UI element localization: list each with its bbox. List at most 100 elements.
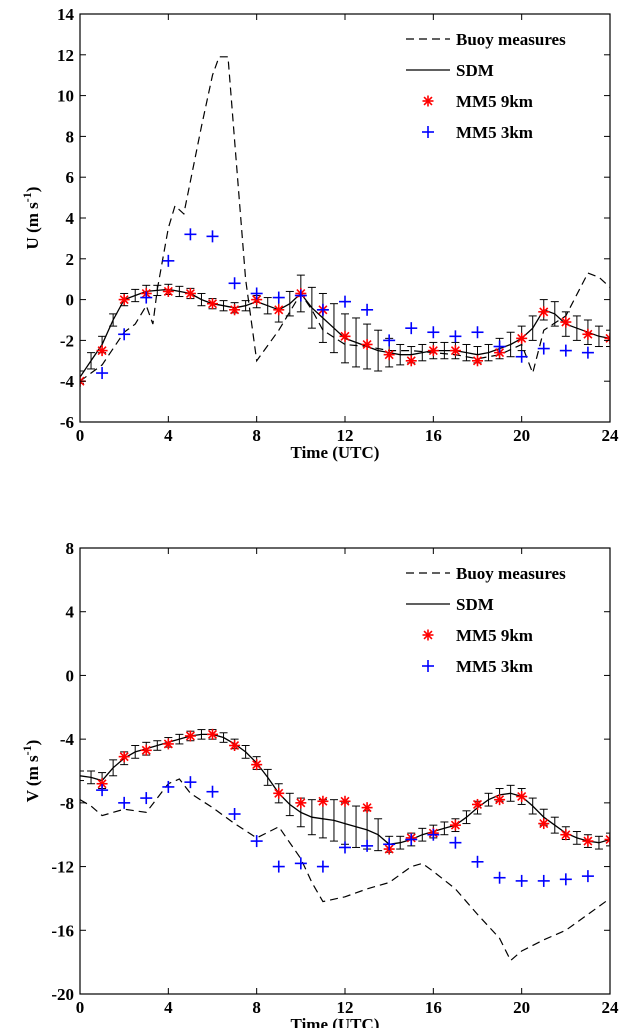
- star-marker: [229, 304, 241, 316]
- plus-marker: [140, 291, 153, 304]
- plus-marker: [316, 303, 329, 316]
- plus-marker: [559, 344, 572, 357]
- star-marker: [472, 355, 483, 367]
- y-tick-label: 2: [66, 250, 75, 269]
- legend-label: Buoy measures: [456, 564, 566, 583]
- error-bar: [396, 343, 405, 366]
- star-marker: [560, 316, 572, 328]
- error-bar: [606, 832, 610, 847]
- error-bar: [506, 784, 515, 802]
- plus-marker: [427, 828, 440, 841]
- y-tick-label: 10: [57, 87, 74, 106]
- star-marker: [383, 349, 395, 361]
- x-tick-label: 0: [76, 426, 85, 445]
- legend-label: MM5 3km: [456, 657, 533, 676]
- plus-marker: [581, 346, 594, 359]
- star-marker: [184, 287, 196, 299]
- error-bar: [572, 831, 581, 845]
- plus-marker: [162, 780, 175, 793]
- error-bar: [87, 352, 96, 370]
- legend: Buoy measures SDM MM5 9km MM5 3km: [406, 564, 566, 676]
- star-marker: [560, 829, 572, 841]
- legend-label: SDM: [456, 61, 494, 80]
- x-tick-label: 16: [425, 426, 442, 445]
- legend-item: MM5 3km: [422, 123, 533, 142]
- plus-marker: [294, 289, 307, 302]
- plus-marker: [383, 838, 396, 851]
- legend-label: SDM: [456, 595, 494, 614]
- y-tick-label: -4: [60, 730, 75, 749]
- error-bar: [285, 290, 294, 317]
- error-bar: [241, 300, 250, 312]
- error-bar: [572, 315, 581, 341]
- star-marker: [604, 332, 610, 344]
- error-bar: [528, 797, 537, 815]
- star-marker: [405, 355, 417, 367]
- star-marker: [118, 294, 130, 306]
- star-marker: [140, 744, 152, 756]
- y-tick-label: 8: [66, 127, 75, 146]
- star-marker: [339, 330, 351, 342]
- star-marker: [449, 819, 461, 831]
- x-tick-label: 12: [337, 426, 354, 445]
- plus-marker: [383, 334, 396, 347]
- plus-marker: [515, 874, 528, 887]
- y-tick-label: 0: [66, 291, 75, 310]
- y-tick-label: -4: [60, 372, 75, 391]
- legend-item: SDM: [406, 595, 494, 614]
- star-marker: [317, 795, 329, 807]
- error-bar: [175, 285, 184, 298]
- x-tick-label: 16: [425, 998, 442, 1017]
- error-bar: [285, 792, 294, 817]
- star-marker: [494, 794, 506, 806]
- star-marker: [449, 345, 461, 357]
- star-marker: [516, 332, 528, 344]
- v-component-chart: 0 4 8 12 16 20 24 -20 -16 -12 -8 -4 0 4 8 Time (UTC) V (…: [20, 539, 619, 1028]
- plus-marker: [427, 326, 440, 339]
- error-bar: [462, 810, 471, 825]
- plus-marker: [96, 367, 109, 380]
- star-marker: [162, 285, 174, 297]
- error-bar: [440, 341, 449, 360]
- plus-marker: [140, 792, 153, 805]
- error-bar: [440, 821, 449, 836]
- x-tick-label: 0: [76, 998, 85, 1017]
- error-bar: [219, 732, 228, 743]
- star-marker: [207, 728, 218, 740]
- x-tick-label: 4: [164, 426, 173, 445]
- star-marker: [207, 298, 218, 310]
- x-tick-label: 4: [164, 998, 173, 1017]
- error-bar: [109, 313, 118, 327]
- legend-item: SDM: [406, 61, 494, 80]
- y-tick-label: 8: [66, 539, 75, 558]
- star-marker: [582, 835, 594, 847]
- legend-star-icon: [422, 629, 434, 641]
- plus-marker: [537, 874, 550, 887]
- star-marker: [538, 818, 550, 830]
- x-tick-label: 20: [513, 998, 530, 1017]
- series-mm5-9km: [80, 285, 610, 387]
- star-marker: [361, 338, 373, 350]
- error-bar: [594, 325, 603, 348]
- error-bar: [374, 818, 383, 852]
- legend-star-icon: [422, 95, 434, 107]
- x-tick-label: 12: [337, 998, 354, 1017]
- error-bar: [197, 292, 206, 307]
- y-tick-label: -2: [60, 331, 74, 350]
- error-bar: [484, 343, 493, 362]
- plus-marker: [250, 835, 263, 848]
- error-bar: [329, 303, 338, 354]
- plus-marker: [581, 870, 594, 883]
- legend-plus-icon: [422, 126, 434, 138]
- error-bar: [418, 343, 427, 362]
- plus-marker: [493, 871, 506, 884]
- plus-marker: [515, 350, 528, 363]
- error-bar: [241, 745, 250, 759]
- plot-area: [80, 56, 610, 387]
- y-tick-label: 0: [66, 666, 75, 685]
- plus-marker: [206, 785, 219, 798]
- legend: Buoy measures SDM MM5 9km MM5 3km: [406, 30, 566, 142]
- plus-marker: [449, 330, 462, 343]
- error-bar: [329, 799, 338, 842]
- plus-marker: [272, 291, 285, 304]
